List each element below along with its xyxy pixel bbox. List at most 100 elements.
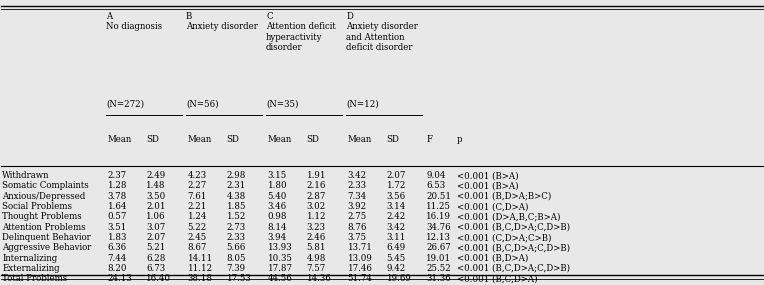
Text: Delinquent Behavior: Delinquent Behavior (2, 233, 91, 242)
Text: Aggressive Behavior: Aggressive Behavior (2, 243, 92, 252)
Text: 2.07: 2.07 (387, 171, 406, 180)
Text: 1.52: 1.52 (226, 212, 246, 221)
Text: 17.53: 17.53 (226, 274, 251, 283)
Text: 2.07: 2.07 (147, 233, 166, 242)
Text: 5.66: 5.66 (226, 243, 246, 252)
Text: 0.98: 0.98 (267, 212, 287, 221)
Text: 1.80: 1.80 (267, 182, 287, 190)
Text: 6.73: 6.73 (147, 264, 166, 273)
Text: 2.98: 2.98 (226, 171, 246, 180)
Text: 11.12: 11.12 (187, 264, 212, 273)
Text: 6.53: 6.53 (426, 182, 445, 190)
Text: 2.73: 2.73 (226, 223, 245, 232)
Text: 8.76: 8.76 (348, 223, 367, 232)
Text: 4.38: 4.38 (226, 192, 246, 201)
Text: 7.34: 7.34 (348, 192, 367, 201)
Text: 3.07: 3.07 (147, 223, 166, 232)
Text: 11.25: 11.25 (426, 202, 452, 211)
Text: 3.02: 3.02 (306, 202, 325, 211)
Text: SD: SD (306, 135, 319, 144)
Text: 4.23: 4.23 (187, 171, 206, 180)
Text: 5.45: 5.45 (387, 254, 406, 262)
Text: 24.13: 24.13 (108, 274, 132, 283)
Text: Mean: Mean (267, 135, 292, 144)
Text: 2.46: 2.46 (306, 233, 325, 242)
Text: <0.001 (B,C,D>A;C,D>B): <0.001 (B,C,D>A;C,D>B) (457, 223, 570, 232)
Text: 13.71: 13.71 (348, 243, 373, 252)
Text: <0.001 (D>A,B,C;B>A): <0.001 (D>A,B,C;B>A) (457, 212, 560, 221)
Text: (N=56): (N=56) (186, 100, 219, 109)
Text: 19.01: 19.01 (426, 254, 452, 262)
Text: Social Problems: Social Problems (2, 202, 73, 211)
Text: Thought Problems: Thought Problems (2, 212, 82, 221)
Text: 7.57: 7.57 (306, 264, 325, 273)
Text: 1.06: 1.06 (147, 212, 166, 221)
Text: 1.48: 1.48 (147, 182, 166, 190)
Text: <0.001 (B>A): <0.001 (B>A) (457, 182, 518, 190)
Text: D
Anxiety disorder
and Attention
deficit disorder: D Anxiety disorder and Attention deficit… (346, 12, 418, 52)
Text: 51.74: 51.74 (348, 274, 373, 283)
Text: Mean: Mean (348, 135, 372, 144)
Text: 7.44: 7.44 (108, 254, 127, 262)
Text: 2.87: 2.87 (306, 192, 326, 201)
Text: 13.09: 13.09 (348, 254, 373, 262)
Text: 3.78: 3.78 (108, 192, 127, 201)
Text: 2.16: 2.16 (306, 182, 326, 190)
Text: 7.39: 7.39 (226, 264, 245, 273)
Text: 6.36: 6.36 (108, 243, 127, 252)
Text: 10.35: 10.35 (267, 254, 293, 262)
Text: 2.27: 2.27 (187, 182, 207, 190)
Text: A
No diagnosis: A No diagnosis (106, 12, 162, 31)
Text: 2.31: 2.31 (226, 182, 246, 190)
Text: <0.001 (C,D>A;C>B): <0.001 (C,D>A;C>B) (457, 233, 552, 242)
Text: 3.46: 3.46 (267, 202, 286, 211)
Text: <0.001 (B,C,D>A;C,D>B): <0.001 (B,C,D>A;C,D>B) (457, 243, 570, 252)
Text: Mean: Mean (108, 135, 131, 144)
Text: (N=12): (N=12) (346, 100, 379, 109)
Text: <0.001 (C,D>A): <0.001 (C,D>A) (457, 202, 528, 211)
Text: 2.75: 2.75 (348, 212, 367, 221)
Text: Mean: Mean (187, 135, 212, 144)
Text: 2.01: 2.01 (147, 202, 166, 211)
Text: 3.14: 3.14 (387, 202, 406, 211)
Text: 9.04: 9.04 (426, 171, 445, 180)
Text: 6.28: 6.28 (147, 254, 166, 262)
Text: 3.42: 3.42 (387, 223, 406, 232)
Text: Withdrawn: Withdrawn (2, 171, 50, 180)
Text: 1.72: 1.72 (387, 182, 406, 190)
Text: 1.83: 1.83 (108, 233, 127, 242)
Text: 7.61: 7.61 (187, 192, 207, 201)
Text: Attention Problems: Attention Problems (2, 223, 86, 232)
Text: 5.21: 5.21 (147, 243, 166, 252)
Text: 0.57: 0.57 (108, 212, 127, 221)
Text: 19.69: 19.69 (387, 274, 412, 283)
Text: Total Problems: Total Problems (2, 274, 67, 283)
Text: <0.001 (B>A): <0.001 (B>A) (457, 171, 518, 180)
Text: 1.28: 1.28 (108, 182, 127, 190)
Text: 34.76: 34.76 (426, 223, 451, 232)
Text: 3.75: 3.75 (348, 233, 367, 242)
Text: 13.93: 13.93 (267, 243, 293, 252)
Text: 3.15: 3.15 (267, 171, 286, 180)
Text: <0.001 (B,D>A;B>C): <0.001 (B,D>A;B>C) (457, 192, 551, 201)
Text: 1.12: 1.12 (306, 212, 326, 221)
Text: B
Anxiety disorder: B Anxiety disorder (186, 12, 258, 31)
Text: F: F (426, 135, 432, 144)
Text: 20.51: 20.51 (426, 192, 452, 201)
Text: 1.85: 1.85 (226, 202, 246, 211)
Text: 3.23: 3.23 (306, 223, 325, 232)
Text: 17.87: 17.87 (267, 264, 293, 273)
Text: <0.001 (B,C,D>A;C,D>B): <0.001 (B,C,D>A;C,D>B) (457, 264, 570, 273)
Text: 17.46: 17.46 (348, 264, 373, 273)
Text: <0.001 (B,D>A): <0.001 (B,D>A) (457, 254, 528, 262)
Text: (N=35): (N=35) (266, 100, 299, 109)
Text: 3.94: 3.94 (267, 233, 286, 242)
Text: 2.42: 2.42 (387, 212, 406, 221)
Text: SD: SD (387, 135, 400, 144)
Text: Anxious/Depressed: Anxious/Depressed (2, 192, 86, 201)
Text: 2.45: 2.45 (187, 233, 207, 242)
Text: 9.42: 9.42 (387, 264, 406, 273)
Text: 3.42: 3.42 (348, 171, 367, 180)
Text: 6.49: 6.49 (387, 243, 406, 252)
Text: SD: SD (147, 135, 159, 144)
